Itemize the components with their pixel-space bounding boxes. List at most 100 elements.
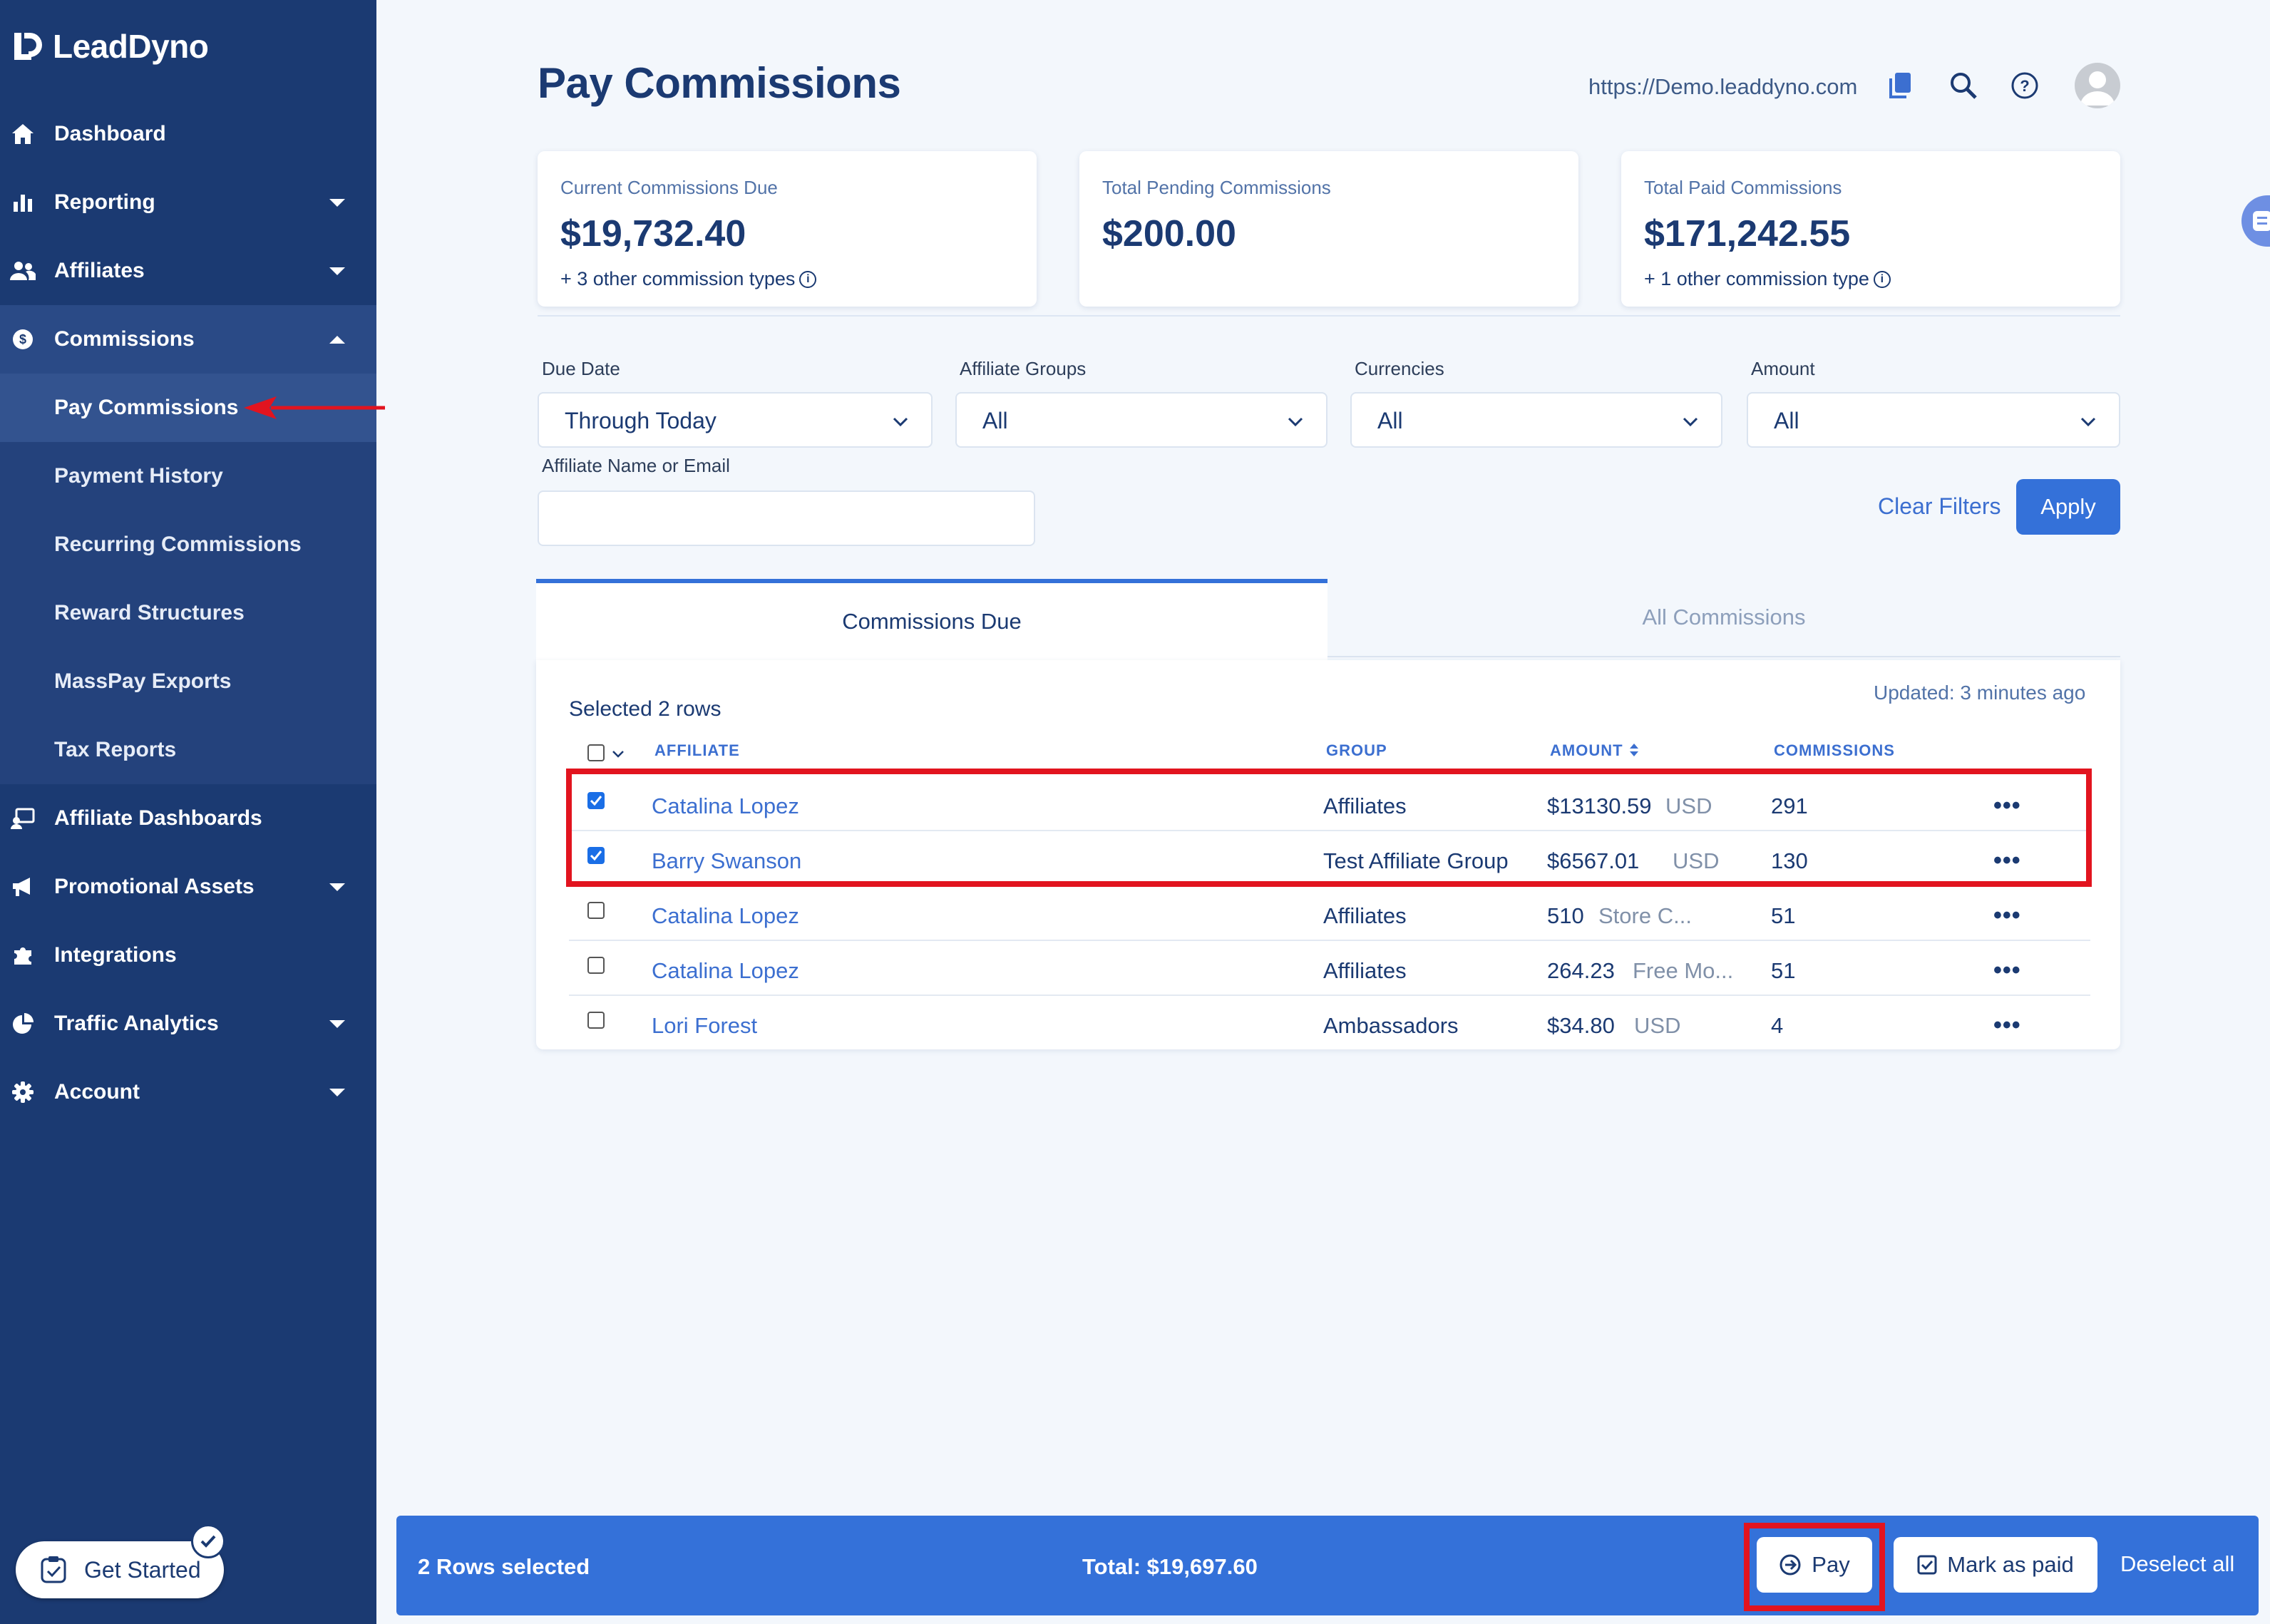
- sidebar-item-commissions[interactable]: $ Commissions: [0, 305, 376, 374]
- apply-button[interactable]: Apply: [2016, 479, 2120, 535]
- info-icon[interactable]: i: [1873, 270, 1891, 288]
- mark-as-paid-button[interactable]: Mark as paid: [1894, 1537, 2097, 1593]
- chevron-down-icon: [893, 417, 908, 427]
- row-checkbox[interactable]: [587, 792, 605, 809]
- check-square-icon: [1917, 1555, 1937, 1575]
- affiliate-link[interactable]: Catalina Lopez: [652, 958, 799, 983]
- pie-chart-icon: [10, 1011, 36, 1037]
- stat-value: $19,732.40: [560, 213, 746, 255]
- copy-icon[interactable]: [1888, 71, 1914, 100]
- amount-cell: $6567.01: [1547, 848, 1640, 873]
- sidebar-item-affiliates[interactable]: Affiliates: [0, 237, 376, 305]
- stat-sub[interactable]: + 3 other commission types i: [560, 268, 817, 290]
- get-started-label: Get Started: [84, 1556, 201, 1583]
- megaphone-icon: [10, 874, 36, 900]
- chat-widget-tab[interactable]: [2241, 195, 2270, 247]
- affiliate-link[interactable]: Lori Forest: [652, 1013, 758, 1038]
- row-menu-icon[interactable]: •••: [1993, 847, 2021, 874]
- search-icon[interactable]: [1949, 71, 1978, 100]
- due-date-select[interactable]: Through Today: [538, 392, 933, 448]
- affiliate-portal-url[interactable]: https://Demo.leaddyno.com: [1588, 74, 1858, 99]
- stat-value: $171,242.55: [1644, 213, 1851, 255]
- row-checkbox[interactable]: [587, 902, 605, 919]
- selected-rows-text: Selected 2 rows: [569, 697, 721, 721]
- currencies-select[interactable]: All: [1350, 392, 1722, 448]
- affiliate-name-email-input[interactable]: [538, 490, 1035, 546]
- pay-button[interactable]: Pay: [1757, 1537, 1872, 1593]
- info-icon[interactable]: i: [799, 270, 817, 288]
- table-row[interactable]: Catalina Lopez Affiliates $13130.59 USD …: [569, 776, 2090, 831]
- page-title: Pay Commissions: [538, 59, 901, 107]
- column-header-affiliate[interactable]: AFFILIATE: [654, 741, 740, 759]
- row-menu-icon[interactable]: •••: [1993, 957, 2021, 984]
- affiliate-groups-label: Affiliate Groups: [960, 358, 1087, 379]
- chevron-down-icon[interactable]: [610, 746, 626, 761]
- affiliate-link[interactable]: Barry Swanson: [652, 848, 802, 873]
- row-checkbox[interactable]: [587, 1012, 605, 1029]
- amount-select[interactable]: All: [1747, 392, 2120, 448]
- table-row[interactable]: Barry Swanson Test Affiliate Group $6567…: [569, 831, 2090, 886]
- sidebar-item-label: Reporting: [54, 190, 155, 214]
- stat-label: Current Commissions Due: [560, 177, 778, 198]
- select-all-checkbox[interactable]: [587, 744, 605, 761]
- currency-cell: Free Mo...: [1633, 958, 1734, 983]
- sidebar-subitem-reward-structures[interactable]: Reward Structures: [0, 579, 376, 647]
- tab-commissions-due[interactable]: Commissions Due: [536, 579, 1327, 660]
- puzzle-icon: [10, 942, 36, 968]
- sidebar-item-dashboard[interactable]: Dashboard: [0, 100, 376, 168]
- affiliate-link[interactable]: Catalina Lopez: [652, 903, 799, 928]
- sidebar-subitem-tax-reports[interactable]: Tax Reports: [0, 716, 376, 784]
- help-icon[interactable]: ?: [2010, 71, 2039, 100]
- sidebar-item-account[interactable]: Account: [0, 1058, 376, 1126]
- sidebar-item-label: Affiliates: [54, 259, 145, 282]
- column-header-amount-label: AMOUNT: [1550, 741, 1623, 759]
- table-row[interactable]: Lori Forest Ambassadors $34.80 USD 4 •••: [569, 996, 2090, 1051]
- sidebar-item-affiliate-dashboards[interactable]: Affiliate Dashboards: [0, 784, 376, 853]
- deselect-all-link[interactable]: Deselect all: [2120, 1551, 2235, 1576]
- sidebar-subitem-label: Recurring Commissions: [54, 533, 302, 556]
- row-menu-icon[interactable]: •••: [1993, 902, 2021, 929]
- arrow-circle-right-icon: [1779, 1554, 1801, 1576]
- sidebar-subitem-recurring-commissions[interactable]: Recurring Commissions: [0, 510, 376, 579]
- sidebar-subitem-payment-history[interactable]: Payment History: [0, 442, 376, 510]
- column-header-group[interactable]: GROUP: [1326, 741, 1387, 759]
- row-menu-icon[interactable]: •••: [1993, 792, 2021, 819]
- sidebar-item-integrations[interactable]: Integrations: [0, 921, 376, 990]
- rows-selected-text: 2 Rows selected: [418, 1554, 590, 1579]
- stat-sub[interactable]: + 1 other commission type i: [1644, 268, 1891, 290]
- column-header-commissions[interactable]: COMMISSIONS: [1774, 741, 1895, 759]
- svg-text:?: ?: [2020, 77, 2029, 95]
- row-checkbox[interactable]: [587, 957, 605, 974]
- affiliate-groups-select[interactable]: All: [955, 392, 1327, 448]
- sidebar-item-reporting[interactable]: Reporting: [0, 168, 376, 237]
- row-checkbox[interactable]: [587, 847, 605, 864]
- row-menu-icon[interactable]: •••: [1993, 1012, 2021, 1039]
- sidebar-subitem-label: Tax Reports: [54, 738, 177, 761]
- currencies-label: Currencies: [1355, 358, 1444, 379]
- sidebar-item-promotional-assets[interactable]: Promotional Assets: [0, 853, 376, 921]
- sidebar-subitem-label: MassPay Exports: [54, 669, 232, 693]
- get-started-button[interactable]: Get Started: [16, 1541, 224, 1598]
- affiliate-link[interactable]: Catalina Lopez: [652, 793, 799, 818]
- sidebar-item-traffic-analytics[interactable]: Traffic Analytics: [0, 990, 376, 1058]
- tab-all-commissions[interactable]: All Commissions: [1327, 579, 2120, 657]
- sidebar-subitem-masspay-exports[interactable]: MassPay Exports: [0, 647, 376, 716]
- chevron-down-icon: [2080, 417, 2096, 427]
- commissions-cell: 51: [1771, 958, 1796, 983]
- gear-icon: [10, 1079, 36, 1105]
- group-cell: Test Affiliate Group: [1323, 848, 1509, 873]
- clear-filters-link[interactable]: Clear Filters: [1878, 493, 2001, 519]
- avatar[interactable]: [2075, 63, 2120, 108]
- sidebar: LeadDyno Dashboard Reporting Affiliates …: [0, 0, 376, 1624]
- svg-text:$: $: [19, 332, 26, 346]
- table-row[interactable]: Catalina Lopez Affiliates 510 Store C...…: [569, 886, 2090, 941]
- group-cell: Affiliates: [1323, 903, 1407, 928]
- checkmark-badge-icon: [191, 1524, 225, 1558]
- table-row[interactable]: Catalina Lopez Affiliates 264.23 Free Mo…: [569, 941, 2090, 996]
- checklist-icon: [40, 1556, 67, 1590]
- column-header-amount[interactable]: AMOUNT: [1550, 741, 1640, 760]
- currencies-value: All: [1377, 408, 1403, 433]
- group-cell: Ambassadors: [1323, 1013, 1459, 1038]
- logo[interactable]: LeadDyno: [11, 28, 209, 65]
- sidebar-item-label: Affiliate Dashboards: [54, 806, 262, 830]
